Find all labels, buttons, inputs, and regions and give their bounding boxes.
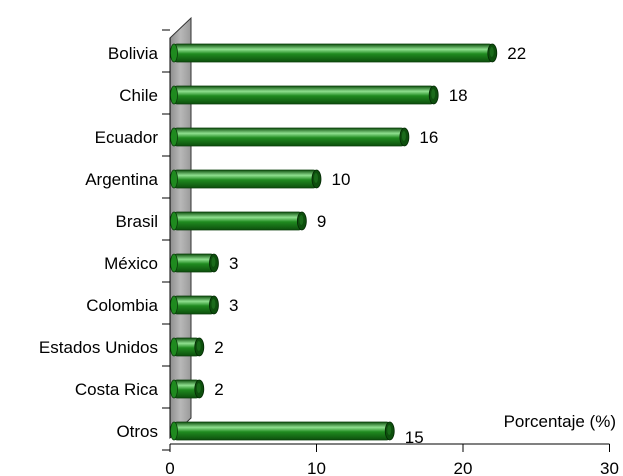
data-label: 15: [405, 428, 424, 447]
bar-start-cap: [170, 337, 178, 357]
bar-start-cap: [170, 211, 178, 231]
data-label: 2: [214, 380, 223, 399]
bar-chile: [170, 85, 439, 105]
x-tick-label: 20: [454, 459, 473, 476]
bar-start-cap: [170, 127, 178, 147]
data-label: 3: [229, 254, 238, 273]
bar-end-cap-highlight: [387, 425, 392, 435]
bar-end-cap-highlight: [299, 215, 304, 225]
bar-end-cap-highlight: [211, 257, 216, 267]
bar-colombia: [170, 295, 219, 315]
category-label: Colombia: [86, 296, 158, 315]
bar-body: [173, 85, 435, 105]
x-tick-label: 30: [600, 459, 619, 476]
bar-body: [173, 295, 215, 315]
data-label: 2: [214, 338, 223, 357]
bar-body: [173, 169, 317, 189]
category-label: Otros: [116, 422, 158, 441]
bar-méxico: [170, 253, 219, 273]
bar-start-cap: [170, 43, 178, 63]
bar-costa-rica: [170, 379, 205, 399]
data-label: 3: [229, 296, 238, 315]
chart-bars: [170, 43, 498, 441]
bar-start-cap: [170, 295, 178, 315]
bar-ecuador: [170, 127, 410, 147]
bar-body: [173, 127, 405, 147]
bar-end-cap-highlight: [314, 173, 318, 183]
x-axis-title: Porcentaje (%): [504, 412, 616, 431]
bar-otros: [170, 421, 395, 441]
data-label: 22: [507, 44, 526, 63]
data-label: 16: [419, 128, 438, 147]
bar-start-cap: [170, 85, 178, 105]
category-label: Chile: [119, 86, 158, 105]
category-label: Argentina: [85, 170, 158, 189]
bar-end-cap-highlight: [401, 131, 406, 141]
data-label: 18: [449, 86, 468, 105]
category-label: México: [104, 254, 158, 273]
bar-brasil: [170, 211, 307, 231]
category-label: Ecuador: [95, 128, 159, 147]
bar-start-cap: [170, 379, 178, 399]
category-label: Estados Unidos: [39, 338, 158, 357]
bar-body: [173, 43, 493, 63]
bar-bolivia: [170, 43, 498, 63]
bar-start-cap: [170, 169, 178, 189]
x-tick-label: 10: [307, 459, 326, 476]
bar-start-cap: [170, 421, 178, 441]
data-label: 10: [332, 170, 351, 189]
category-label: Costa Rica: [75, 380, 159, 399]
bar-end-cap-highlight: [489, 47, 494, 57]
bar-body: [173, 253, 215, 273]
data-label: 9: [317, 212, 326, 231]
bar-end-cap-highlight: [431, 89, 436, 99]
bar-end-cap-highlight: [196, 341, 201, 351]
bar-end-cap-highlight: [211, 299, 216, 309]
bar-body: [173, 421, 391, 441]
category-label: Bolivia: [108, 44, 159, 63]
x-tick-label: 0: [165, 459, 174, 476]
bar-body: [173, 211, 303, 231]
bar-estados-unidos: [170, 337, 205, 357]
category-label: Brasil: [115, 212, 158, 231]
bar-argentina: [170, 169, 322, 189]
bar-start-cap: [170, 253, 178, 273]
bar-end-cap-highlight: [196, 383, 201, 393]
chart-axes: [162, 29, 610, 452]
